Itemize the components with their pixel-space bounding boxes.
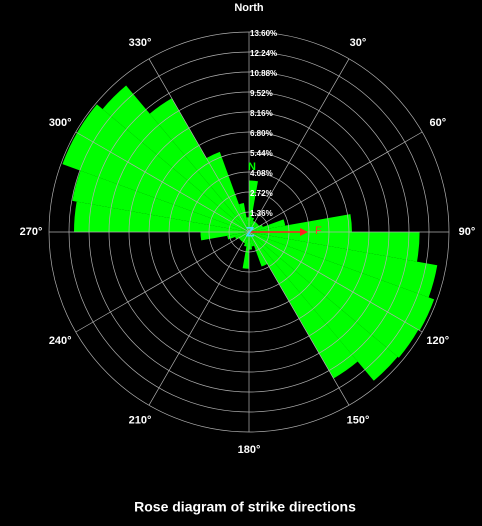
petal [249,224,260,232]
petal [227,232,249,240]
petal [249,232,398,381]
ring-label: 8.16% [250,109,273,118]
center-label: Z [246,224,255,240]
ring-label: 4.08% [250,169,273,178]
angle-label: 30° [350,37,367,49]
petal [242,232,249,269]
grid-spoke [148,58,250,233]
grid-spoke [248,231,350,406]
petal [238,232,249,240]
angle-label: 180° [238,444,261,456]
ring-label: 1.36% [250,209,273,218]
grid-spoke [248,131,423,233]
angle-label: 90° [459,226,476,238]
petal [243,232,249,247]
petal [77,104,250,232]
petal [239,232,249,242]
ring-label: 10.88% [250,69,277,78]
petal [238,203,249,232]
grid-spoke [248,231,423,333]
labels: 1.36% 2.72% 4.08% 5.44% 6.80% 8.16% 9.52% 10.88… [20,2,476,456]
petal [249,232,438,298]
petal [102,85,249,232]
angle-label: 300° [49,117,72,129]
petal [249,180,258,232]
grid-spoke [148,231,250,406]
grid [48,31,450,433]
petal [149,98,249,233]
angle-label: 240° [49,335,72,347]
ring-label: 13.60% [250,29,277,38]
petal [249,232,358,379]
grid-spoke [248,58,350,233]
ring-label: 2.72% [250,189,273,198]
grid-spoke [75,231,250,333]
petal [249,232,255,247]
angle-label: 330° [129,37,152,49]
angle-label: 120° [426,335,449,347]
petal [249,232,253,250]
ring-label: 6.80% [250,129,273,138]
petal [249,214,352,232]
petal [62,132,250,232]
petal [249,217,255,232]
arrow-head [300,228,308,236]
petal [246,217,249,232]
petals [62,85,438,381]
petal [241,232,249,243]
grid-spoke [75,131,250,233]
petal [249,232,419,358]
arrow-label: F [315,225,322,237]
ring-label: 5.44% [250,149,273,158]
petal [206,151,249,232]
angle-label: 60° [429,117,446,129]
angle-label: North [234,2,264,14]
north-marker: N [248,161,256,173]
petal [249,232,435,331]
ring-label: 12.24% [250,49,277,58]
angle-label: 150° [347,415,370,427]
petal [249,222,259,232]
angle-label: 210° [129,415,152,427]
angle-label: 270° [20,226,43,238]
petal [200,232,249,241]
petal [249,221,257,232]
petal [249,232,420,262]
petal [74,201,249,232]
ring-label: 9.52% [250,89,273,98]
chart-title: Rose diagram of strike directions [134,499,356,515]
petal [249,219,286,232]
